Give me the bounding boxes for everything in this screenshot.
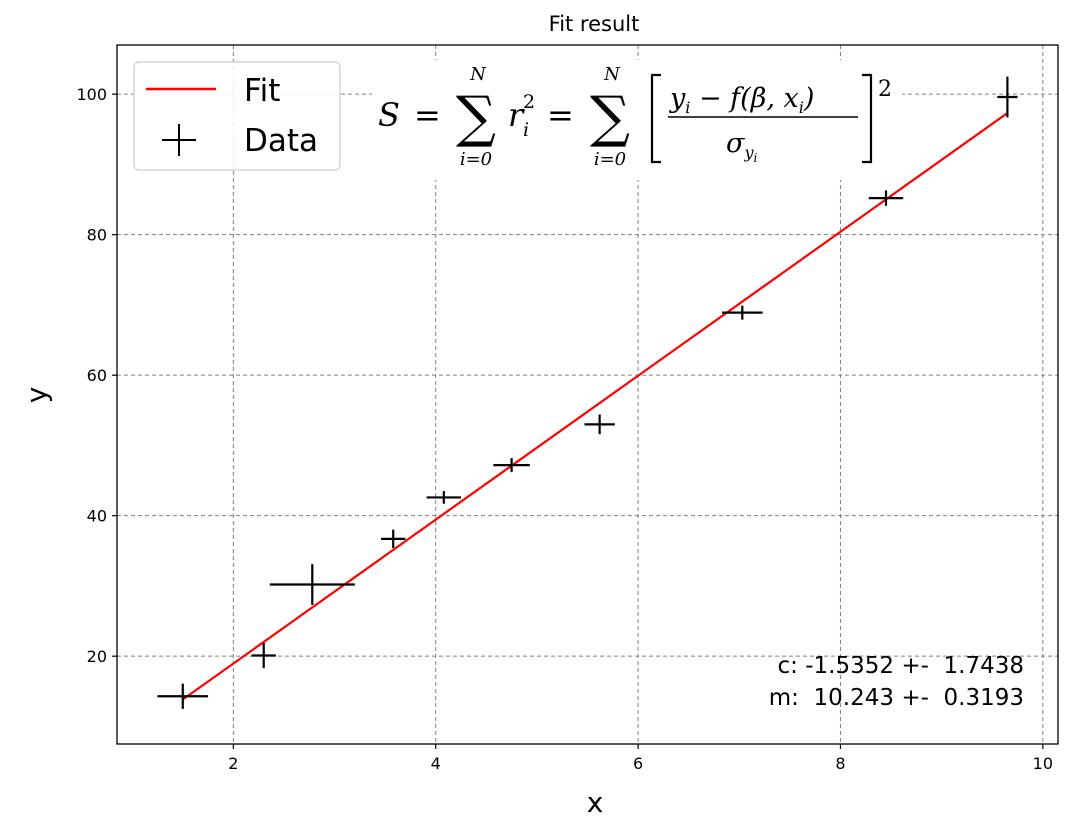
y-tick-label: 40 [87, 507, 107, 526]
x-tick-label: 6 [633, 754, 643, 773]
y-tick-label: 100 [76, 85, 107, 104]
annotation-slope: m: 10.243 +- 0.3193 [769, 685, 1024, 711]
equation-power: 2 [878, 77, 892, 102]
y-tick-label: 20 [87, 647, 107, 666]
chart-title: Fit result [549, 12, 640, 36]
data-point [997, 76, 1018, 118]
legend-fit-label: Fit [244, 73, 280, 109]
residual-term: r [508, 96, 525, 134]
x-tick-label: 4 [431, 754, 441, 773]
sum-1-upper: N [469, 64, 487, 85]
data-point [157, 683, 209, 709]
sum-1-lower: i=0 [460, 149, 492, 170]
sum-2-lower: i=0 [594, 149, 626, 170]
x-tick-label: 10 [1033, 754, 1053, 773]
fraction-numerator: yi − f(β, xi) [669, 83, 814, 117]
x-axis-ticks: 2 4 6 8 10 [228, 744, 1053, 773]
equation-lhs: S [378, 96, 400, 134]
sum-symbol-1: ∑ [456, 85, 496, 150]
x-axis-label: x [587, 786, 604, 819]
legend: Fit Data [133, 61, 341, 171]
fit-series [182, 112, 1009, 701]
annotation-intercept: c: -1.5352 +- 1.7438 [778, 653, 1024, 679]
x-tick-label: 2 [228, 754, 238, 773]
data-point [269, 564, 355, 605]
data-point [584, 414, 615, 435]
data-point [426, 491, 462, 504]
right-bracket [862, 73, 873, 164]
sum-2-upper: N [603, 64, 621, 85]
equation-equals-2: = [547, 96, 574, 134]
y-axis-label: y [20, 387, 53, 404]
x-tick-label: 8 [835, 754, 845, 773]
equation-background [372, 60, 902, 180]
legend-data-swatch [162, 124, 196, 156]
fraction-denominator: σyi [726, 128, 757, 165]
data-point [381, 529, 406, 548]
data-point [251, 642, 276, 669]
equation-equals-1: = [414, 96, 441, 134]
data-point [722, 305, 763, 320]
y-tick-label: 80 [87, 226, 107, 245]
y-tick-label: 60 [87, 366, 107, 385]
data-point [868, 190, 904, 206]
least-squares-equation: S = ∑ N i=0 r 2 i = ∑ N i=0 yi − f(β, xi… [372, 60, 902, 180]
residual-superscript: 2 [523, 91, 535, 113]
legend-data-label: Data [244, 123, 318, 159]
fit-line [182, 112, 1009, 701]
data-series [157, 76, 1018, 709]
y-axis-ticks: 20 40 60 80 100 [76, 85, 117, 666]
plot-frame [116, 44, 1059, 745]
residual-subscript: i [523, 119, 529, 141]
sum-symbol-2: ∑ [590, 85, 630, 150]
left-bracket [650, 73, 661, 164]
data-point [493, 458, 530, 473]
